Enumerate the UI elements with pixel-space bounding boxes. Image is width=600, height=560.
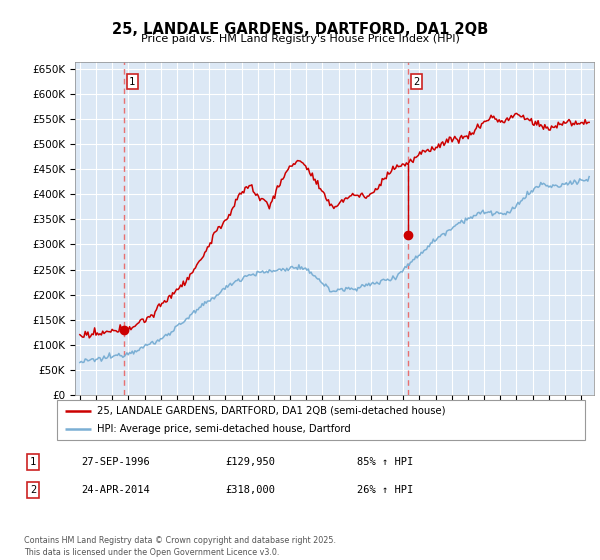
Text: 27-SEP-1996: 27-SEP-1996 [81, 457, 150, 467]
Text: 26% ↑ HPI: 26% ↑ HPI [357, 485, 413, 495]
Text: 1: 1 [129, 77, 136, 87]
Text: Contains HM Land Registry data © Crown copyright and database right 2025.
This d: Contains HM Land Registry data © Crown c… [24, 536, 336, 557]
Text: Price paid vs. HM Land Registry's House Price Index (HPI): Price paid vs. HM Land Registry's House … [140, 34, 460, 44]
Text: £129,950: £129,950 [225, 457, 275, 467]
Text: 85% ↑ HPI: 85% ↑ HPI [357, 457, 413, 467]
Text: 24-APR-2014: 24-APR-2014 [81, 485, 150, 495]
Text: £318,000: £318,000 [225, 485, 275, 495]
Text: 1: 1 [30, 457, 36, 467]
Text: 25, LANDALE GARDENS, DARTFORD, DA1 2QB (semi-detached house): 25, LANDALE GARDENS, DARTFORD, DA1 2QB (… [97, 406, 445, 416]
FancyBboxPatch shape [57, 400, 585, 440]
Text: 25, LANDALE GARDENS, DARTFORD, DA1 2QB: 25, LANDALE GARDENS, DARTFORD, DA1 2QB [112, 22, 488, 38]
Text: 2: 2 [30, 485, 36, 495]
Text: HPI: Average price, semi-detached house, Dartford: HPI: Average price, semi-detached house,… [97, 424, 350, 434]
Text: 2: 2 [413, 77, 419, 87]
